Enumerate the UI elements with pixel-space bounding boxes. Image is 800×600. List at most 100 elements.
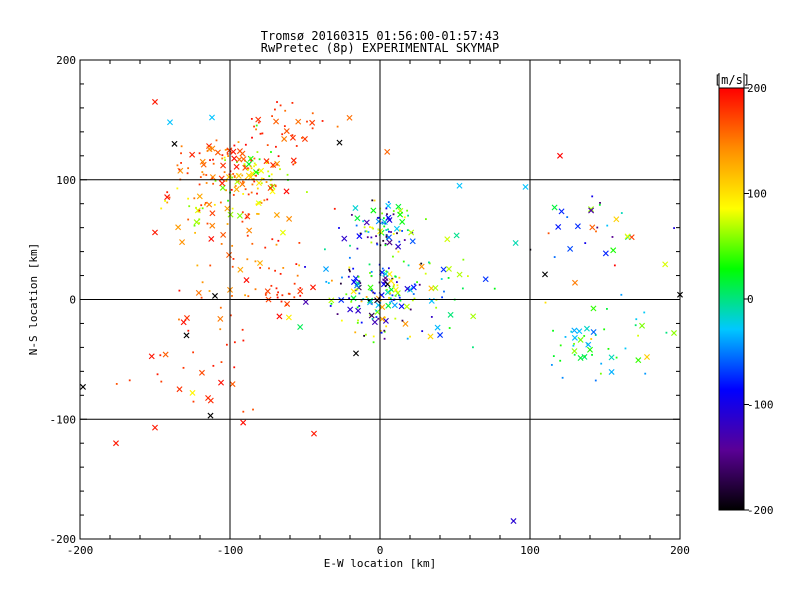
data-point <box>272 165 274 168</box>
data-point-x <box>240 156 247 163</box>
data-point-x <box>214 149 221 156</box>
data-point-x <box>198 369 205 376</box>
data-point <box>219 306 222 309</box>
data-point-stroke <box>382 317 389 324</box>
data-point <box>204 203 206 206</box>
data-point-stroke <box>239 181 246 188</box>
data-point <box>573 353 576 356</box>
data-point-x <box>350 288 357 295</box>
data-point-x <box>264 288 271 295</box>
data-point <box>559 359 562 362</box>
data-point-x <box>577 355 584 361</box>
data-point <box>156 373 159 376</box>
data-point-x <box>236 212 243 219</box>
x-axis-label: E-W location [km] <box>324 557 437 570</box>
data-point <box>251 183 254 186</box>
data-point <box>359 232 362 235</box>
data-point-stroke <box>338 297 345 304</box>
data-point-stroke <box>558 208 565 215</box>
data-point <box>231 207 234 210</box>
data-point-stroke <box>370 207 377 214</box>
data-point <box>333 207 336 210</box>
data-point <box>435 306 438 309</box>
data-point-stroke <box>199 158 206 165</box>
data-point-stroke <box>440 266 447 273</box>
data-point-x <box>512 240 519 246</box>
data-point-x <box>382 317 389 324</box>
data-point <box>284 109 287 112</box>
data-point-stroke <box>588 207 595 214</box>
data-point-x <box>571 334 578 341</box>
data-point <box>383 316 386 319</box>
data-point-x <box>152 424 158 431</box>
data-point-x <box>283 128 290 135</box>
data-point-x <box>397 211 404 218</box>
data-point-x <box>587 346 593 353</box>
data-point <box>348 297 351 300</box>
data-point <box>389 301 391 304</box>
data-point-x <box>350 278 357 285</box>
data-point <box>372 291 375 294</box>
data-point <box>182 366 185 369</box>
data-point <box>369 289 372 291</box>
data-point-x <box>558 208 565 215</box>
data-point <box>231 244 234 247</box>
data-point <box>254 163 257 166</box>
data-point <box>231 265 234 268</box>
data-point-x <box>255 180 262 186</box>
data-point-stroke <box>196 193 203 200</box>
colorbar-gradient <box>718 87 745 511</box>
data-point-stroke <box>589 224 596 231</box>
data-point-x <box>336 139 343 146</box>
data-point-x <box>200 161 207 168</box>
data-point-stroke <box>610 247 617 254</box>
data-point-stroke <box>410 284 417 291</box>
data-point-stroke <box>274 160 281 167</box>
data-point-stroke <box>209 114 215 121</box>
data-point <box>360 321 363 324</box>
data-point-stroke <box>219 180 226 187</box>
data-point-x <box>295 118 302 125</box>
data-point-x <box>395 203 402 210</box>
data-point <box>293 282 296 285</box>
data-point <box>390 300 393 303</box>
data-point <box>373 292 376 295</box>
data-point-stroke <box>571 334 578 341</box>
data-point <box>241 220 244 223</box>
data-point <box>382 217 385 220</box>
data-point-x <box>557 152 563 159</box>
data-point-stroke <box>214 149 221 156</box>
data-point <box>193 224 196 227</box>
data-point-stroke <box>212 292 218 299</box>
data-point <box>384 222 387 225</box>
data-point-stroke <box>233 186 240 193</box>
data-point <box>270 151 272 153</box>
data-point-x <box>350 295 357 302</box>
data-point <box>212 158 214 161</box>
data-point <box>176 164 179 167</box>
data-point <box>265 181 268 183</box>
data-point <box>230 188 233 191</box>
data-point <box>277 239 280 242</box>
data-point <box>570 330 573 333</box>
data-point-stroke <box>352 275 359 282</box>
data-point-stroke <box>386 239 393 246</box>
data-point <box>391 294 394 297</box>
x-tick-label: 100 <box>520 544 540 557</box>
data-point-x <box>576 328 583 335</box>
data-point-stroke <box>209 222 216 229</box>
data-point-stroke <box>290 157 297 164</box>
data-point <box>364 230 367 233</box>
data-point <box>226 223 229 225</box>
data-point-stroke <box>385 214 392 221</box>
data-point-stroke <box>352 205 359 212</box>
data-point <box>298 242 301 244</box>
data-point <box>382 239 385 242</box>
data-point-stroke <box>432 284 439 291</box>
data-point <box>598 203 601 206</box>
data-point <box>224 148 227 151</box>
data-point <box>362 220 365 223</box>
data-point <box>248 156 251 159</box>
data-point-x <box>386 239 393 246</box>
data-point <box>221 157 224 160</box>
